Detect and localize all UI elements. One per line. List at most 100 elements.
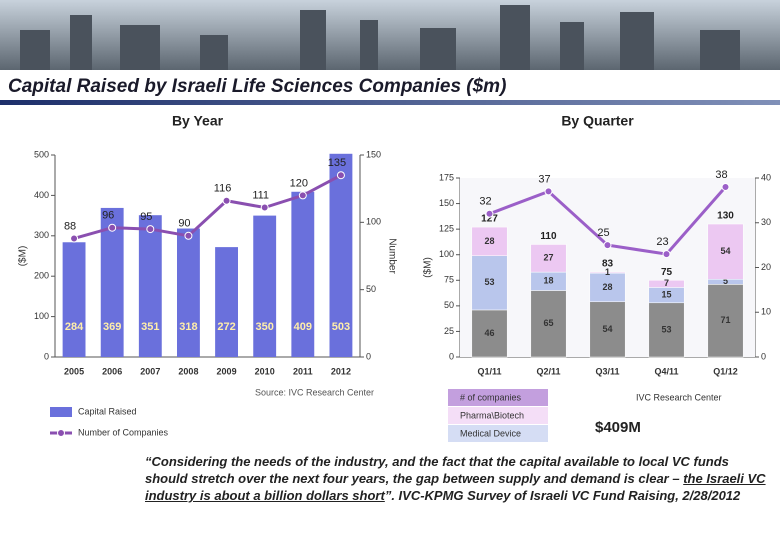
legend-label: Capital Raised <box>78 406 137 416</box>
line-marker <box>184 231 193 240</box>
y2-axis-label: Number <box>386 238 397 274</box>
bar-label: 369 <box>103 321 121 333</box>
segment-label: 53 <box>484 277 494 287</box>
line-label: 90 <box>178 218 190 230</box>
segment-label: 54 <box>720 246 730 256</box>
bar-label: 503 <box>332 321 350 333</box>
quote-underlined: the Israeli VC industry is about a billi… <box>145 471 766 503</box>
legend-swatch <box>448 425 548 442</box>
line-marker <box>336 171 345 180</box>
total-label: 83 <box>602 259 614 270</box>
y2-tick-label: 10 <box>761 307 771 317</box>
bar-label: 284 <box>65 321 84 333</box>
legend-swatch <box>448 389 548 406</box>
total-label: 127 <box>481 214 498 225</box>
segment-label: 27 <box>543 253 553 263</box>
bar <box>62 242 86 357</box>
legend-marker <box>57 429 65 437</box>
y-axis-label: ($M) <box>18 246 29 267</box>
y-tick-label: 100 <box>439 249 454 259</box>
total-label: 130 <box>717 211 734 222</box>
highlight: $409M <box>595 419 641 436</box>
line-label: 120 <box>290 177 308 189</box>
x-tick-label: 2008 <box>178 366 198 376</box>
line-label: 88 <box>64 220 76 232</box>
y-tick-label: 25 <box>444 326 454 336</box>
segment-label: 7 <box>664 278 669 288</box>
line-marker <box>70 234 79 243</box>
quote-source: ”. IVC-KPMG Survey of Israeli VC Fund Ra… <box>384 488 741 503</box>
bar <box>215 247 238 357</box>
y-tick-label: 500 <box>34 149 49 159</box>
line-marker <box>260 203 269 212</box>
city-photo <box>0 0 780 70</box>
y-tick-label: 50 <box>444 300 454 310</box>
y-tick-label: 300 <box>34 230 49 240</box>
segment-label: 46 <box>484 328 494 338</box>
line-label: 32 <box>479 196 491 208</box>
x-tick-label: Q4/11 <box>654 366 678 376</box>
line-label: 23 <box>656 236 668 248</box>
line-marker <box>222 196 231 205</box>
y2-tick-label: 20 <box>761 262 771 272</box>
bar <box>100 207 124 357</box>
chart-title: By Year <box>172 113 224 129</box>
segment-label: 65 <box>543 318 553 328</box>
chart-title: By Quarter <box>561 113 634 129</box>
bar-label: 318 <box>179 321 197 333</box>
y-tick-label: 125 <box>439 224 454 234</box>
line-label: 135 <box>328 157 346 169</box>
line-label: 96 <box>102 210 114 222</box>
segment-label: 71 <box>720 315 730 325</box>
line-marker <box>485 209 494 218</box>
line-label: 37 <box>538 173 550 185</box>
y-tick-label: 0 <box>449 351 454 361</box>
x-tick-label: 2005 <box>64 366 84 376</box>
quote: “Considering the needs of the industry, … <box>145 453 775 504</box>
bar-segment <box>471 309 508 358</box>
x-tick-label: 2006 <box>102 366 122 376</box>
segment-label: 28 <box>602 282 612 292</box>
y2-tick-label: 0 <box>366 351 371 361</box>
bar-label: 409 <box>294 321 312 333</box>
title-underline <box>0 100 780 105</box>
y2-tick-label: 40 <box>761 172 771 182</box>
x-tick-label: 2012 <box>331 366 351 376</box>
segment-label: 54 <box>602 324 612 334</box>
bar-segment <box>707 284 744 358</box>
segment-label: 15 <box>661 289 671 299</box>
x-tick-label: 2011 <box>293 366 313 376</box>
segment-label: 53 <box>661 324 671 334</box>
skyline <box>20 5 740 70</box>
line-marker <box>108 223 117 232</box>
line-label: 25 <box>597 227 609 239</box>
slide-title: Capital Raised by Israeli Life Sciences … <box>8 76 506 97</box>
x-tick-label: Q1/12 <box>713 366 738 376</box>
bar-label: 272 <box>217 321 235 333</box>
bar <box>177 228 200 357</box>
bar <box>138 215 162 357</box>
x-tick-label: Q1/11 <box>477 366 501 376</box>
line-marker <box>298 191 307 200</box>
y2-tick-label: 30 <box>761 217 771 227</box>
line-marker <box>721 182 730 191</box>
line-marker <box>662 250 671 259</box>
y-tick-label: 150 <box>439 198 454 208</box>
line <box>73 173 342 240</box>
bar <box>253 215 277 357</box>
y-tick-label: 400 <box>34 190 49 200</box>
bar-segment <box>530 244 567 273</box>
legend-swatch <box>448 407 548 424</box>
x-tick-label: Q3/11 <box>595 366 619 376</box>
quote-text: “Considering the needs of the industry, … <box>145 454 729 486</box>
line-label: 95 <box>140 211 152 223</box>
legend-label: # of companies <box>460 392 522 402</box>
source: IVC Research Center <box>636 392 722 402</box>
line-marker <box>603 241 612 250</box>
y2-tick-label: 100 <box>366 217 381 227</box>
line-marker <box>146 225 155 234</box>
x-tick-label: 2009 <box>217 366 237 376</box>
x-tick-label: Q2/11 <box>536 366 560 376</box>
